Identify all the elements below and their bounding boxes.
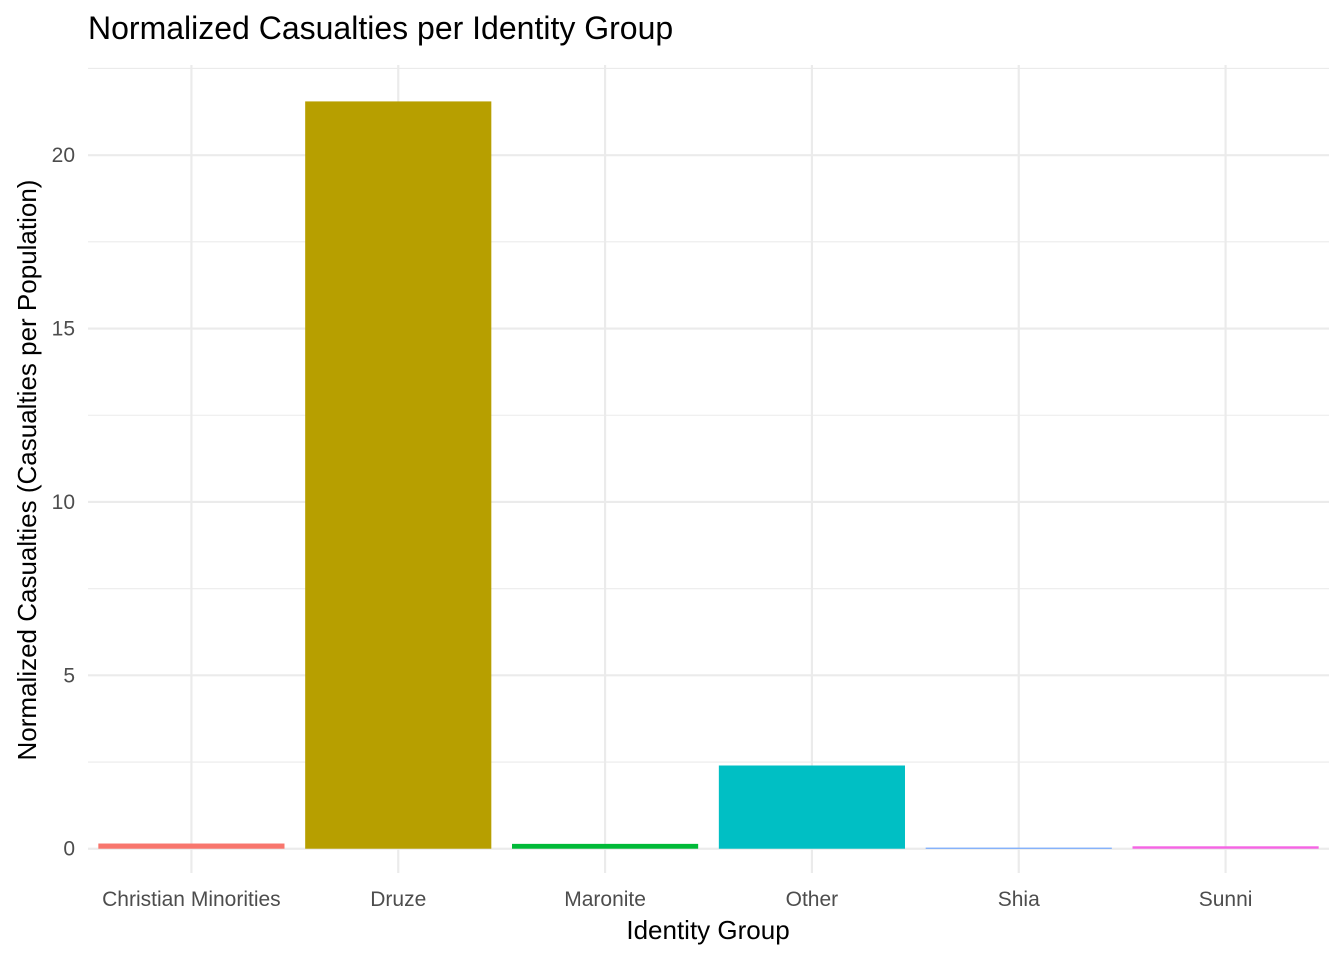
bar-maronite [512,843,699,849]
x-tick-label: Christian Minorities [102,888,281,911]
bar-christian-minorities [98,843,285,849]
x-tick-label: Other [786,888,839,911]
x-axis-title: Identity Group [626,915,789,945]
x-tick-label: Maronite [564,888,646,911]
y-tick-label: 0 [63,838,75,861]
x-tick-label: Druze [370,888,426,911]
y-tick-label: 5 [63,664,75,687]
y-tick-label: 15 [52,318,75,341]
bar-sunni [1132,846,1319,849]
bar-druze [305,101,492,849]
bars [98,101,1319,849]
bar-shia [925,847,1112,849]
y-tick-label: 10 [52,491,75,514]
chart-title: Normalized Casualties per Identity Group [88,10,673,46]
x-axis-ticks: Christian Minorities Druze Maronite Other Sh… [102,888,1252,911]
grid [88,65,1329,873]
bar-other [718,765,905,849]
x-tick-label: Shia [998,888,1040,911]
y-tick-label: 20 [52,144,75,167]
x-tick-label: Sunni [1199,888,1253,911]
y-axis-title: Normalized Casualties (Casualties per Po… [12,180,42,761]
y-axis-ticks: 0 5 10 15 20 [52,144,75,861]
